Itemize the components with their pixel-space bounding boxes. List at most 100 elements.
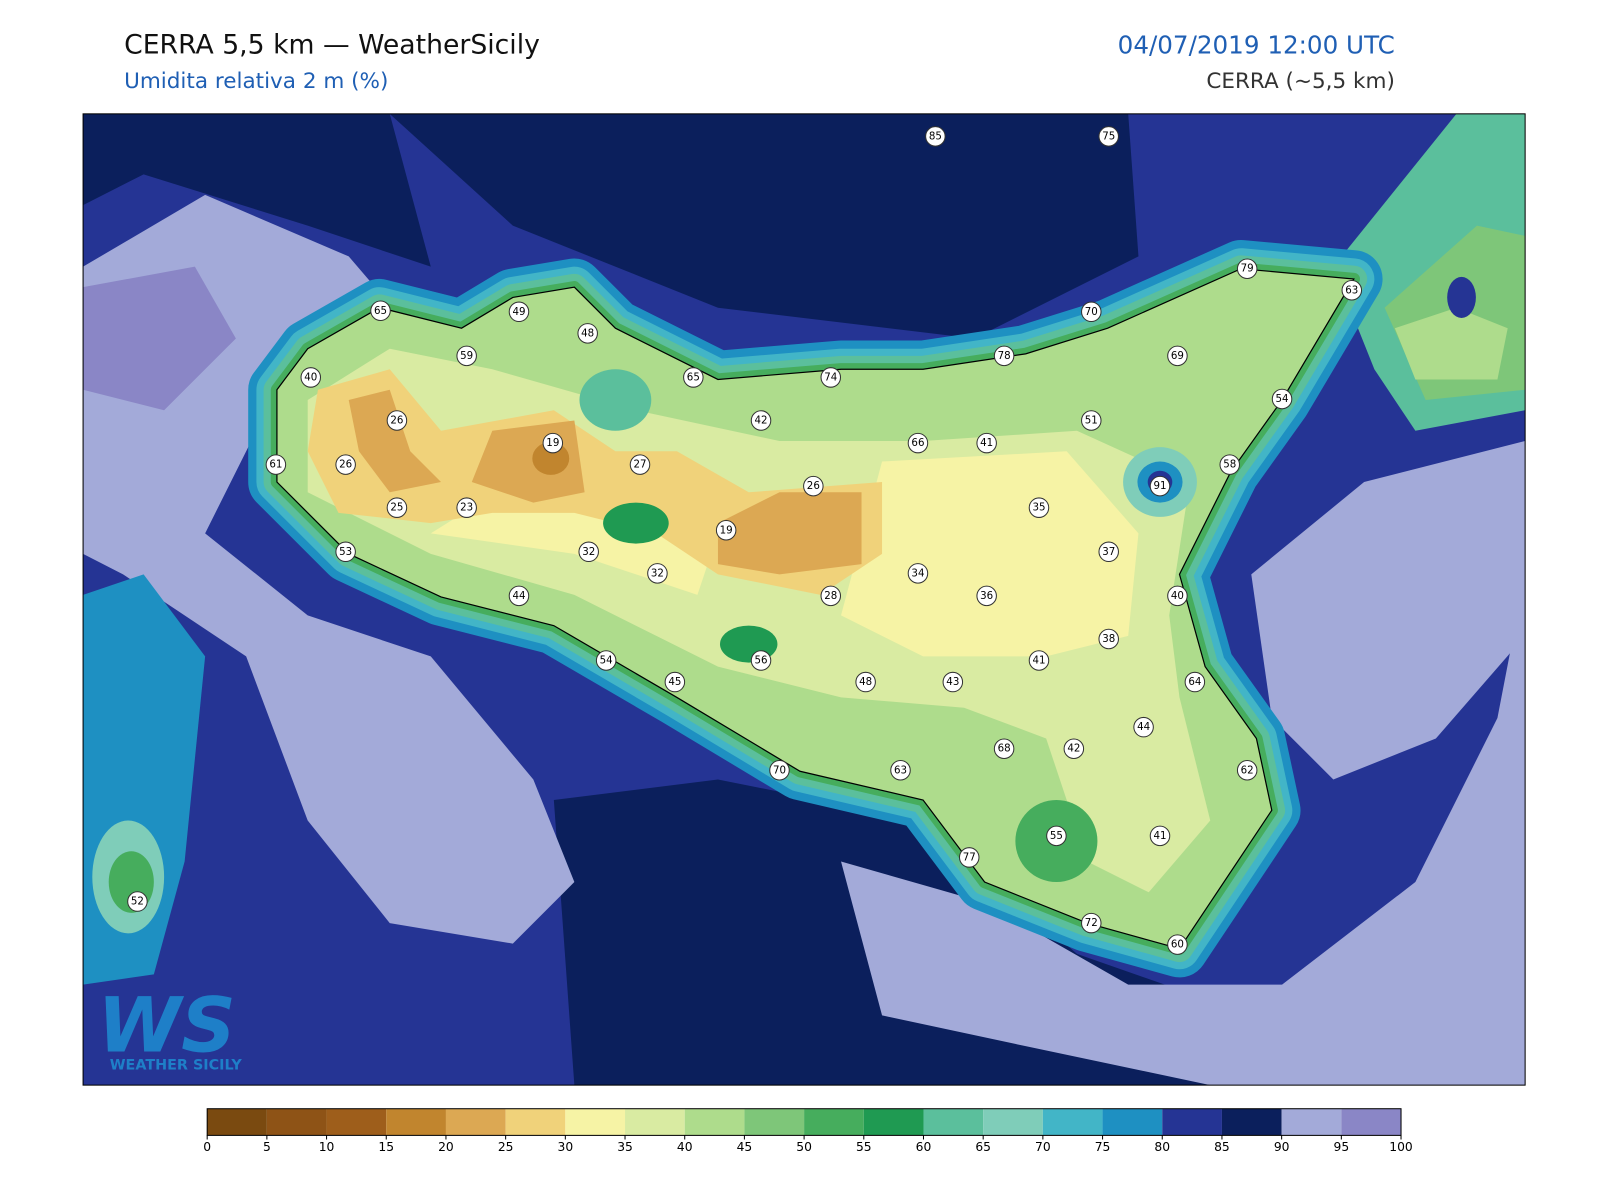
station-marker: [907, 563, 929, 584]
station-value: 40: [1171, 590, 1184, 602]
station-value: 35: [1032, 502, 1045, 514]
colorbar-label: 40: [677, 1140, 693, 1154]
station-marker: [1028, 650, 1050, 671]
humidity-zone: [603, 502, 669, 544]
station-value: 25: [390, 502, 403, 514]
station-value: 23: [460, 502, 473, 514]
colorbar-label: 5: [263, 1140, 271, 1154]
colorbar-swatch: [1162, 1108, 1222, 1136]
sea-dark: [83, 113, 431, 267]
colorbar-label: 55: [856, 1140, 872, 1154]
station-marker: [456, 497, 477, 518]
station-marker: [925, 126, 946, 147]
stations: 85 75 65 49 48 59 40 65 74 78 70 79 63 69 26 19 42 66 41 51…: [127, 126, 1363, 955]
coastline: [276, 268, 1355, 950]
station-marker: [335, 454, 356, 475]
station-value: 69: [1171, 350, 1184, 362]
sea-light: [83, 266, 236, 411]
map: [83, 113, 1526, 1086]
station-marker: [664, 671, 686, 693]
colorbar-swatch: [1281, 1108, 1342, 1136]
station-value: 63: [894, 764, 907, 776]
station-value: 60: [1171, 939, 1184, 951]
colorbar-swatch: [207, 1108, 267, 1136]
calabria: [1394, 307, 1508, 380]
station-marker: [1341, 279, 1363, 301]
station-marker: [715, 519, 737, 541]
station-marker: [629, 454, 651, 475]
station-value: 70: [1085, 306, 1098, 318]
station-value: 55: [1050, 830, 1063, 842]
colorbar-label: 80: [1154, 1140, 1170, 1154]
station-marker: [1081, 912, 1102, 934]
station-value: 54: [600, 655, 613, 667]
station-marker: [769, 759, 790, 781]
colorbar-swatch: [863, 1108, 924, 1136]
station-value: 40: [304, 371, 317, 383]
station-value: 48: [859, 676, 872, 688]
station-value: 36: [980, 590, 993, 602]
station-value: 44: [1137, 721, 1150, 733]
humid-spot: [1447, 276, 1476, 318]
logo-text: WEATHER SICILY: [110, 1058, 243, 1074]
station-value: 41: [1032, 655, 1045, 667]
station-marker: [750, 410, 772, 431]
station-value: 38: [1102, 633, 1115, 645]
colorbar-label: 70: [1035, 1140, 1051, 1154]
model-label: CERRA (~5,5 km): [1206, 69, 1395, 94]
station-value: 62: [1241, 764, 1254, 776]
colorbar-swatch: [565, 1108, 626, 1136]
station-value: 77: [963, 851, 976, 863]
station-value: 34: [911, 567, 924, 579]
station-marker: [907, 432, 929, 454]
humidity-zone: [841, 451, 1139, 657]
station-value: 66: [911, 437, 924, 449]
station-marker: [993, 345, 1015, 367]
colorbar-swatch: [1221, 1108, 1282, 1136]
station-marker: [993, 738, 1015, 759]
station-marker: [647, 563, 668, 584]
colorbar-label: 20: [438, 1140, 454, 1154]
station-value: 32: [582, 546, 595, 558]
station-marker: [958, 847, 980, 868]
station-value: 85: [929, 130, 942, 142]
station-marker: [1219, 454, 1240, 475]
colorbar-label: 15: [378, 1140, 394, 1154]
station-marker: [683, 367, 704, 388]
station-marker: [1081, 410, 1102, 431]
station-value: 78: [998, 350, 1011, 362]
station-value: 42: [1067, 743, 1080, 755]
sea-light: [1251, 441, 1526, 780]
colorbar-swatch: [625, 1108, 685, 1136]
station-value: 75: [1102, 130, 1115, 142]
colorbar-label: 45: [737, 1140, 753, 1154]
station-value: 59: [460, 350, 473, 362]
logo-mark: WS: [97, 981, 235, 1069]
colorbar-swatch: [1341, 1108, 1402, 1136]
station-marker: [1046, 825, 1067, 847]
colorbar-label: 65: [975, 1140, 991, 1154]
station-marker: [508, 301, 530, 323]
station-value: 45: [668, 676, 681, 688]
colorbar-swatch: [445, 1108, 506, 1136]
colorbar-swatch: [744, 1108, 805, 1136]
humidity-zone: [717, 492, 862, 575]
station-value: 26: [807, 480, 820, 492]
station-value: 63: [1345, 284, 1358, 296]
colorbar-label: 35: [617, 1140, 633, 1154]
colorbar-label: 85: [1214, 1140, 1230, 1154]
station-marker: [577, 323, 598, 344]
station-marker: [1149, 475, 1171, 497]
station-value: 54: [1276, 393, 1289, 405]
logo: WS WEATHER SICILY: [97, 981, 242, 1073]
station-marker: [803, 475, 824, 497]
station-marker: [508, 585, 530, 607]
colorbar: 0 5 10 15 20 25 30 35 40 45 50 55 60 65 70 75 80 85 90 95 10…: [203, 1108, 1413, 1154]
colorbar-swatch: [983, 1108, 1043, 1136]
title: CERRA 5,5 km — WeatherSicily: [124, 29, 540, 60]
station-marker: [386, 497, 408, 518]
station-marker: [1167, 585, 1188, 607]
station-value: 65: [687, 371, 700, 383]
station-marker: [370, 300, 391, 322]
